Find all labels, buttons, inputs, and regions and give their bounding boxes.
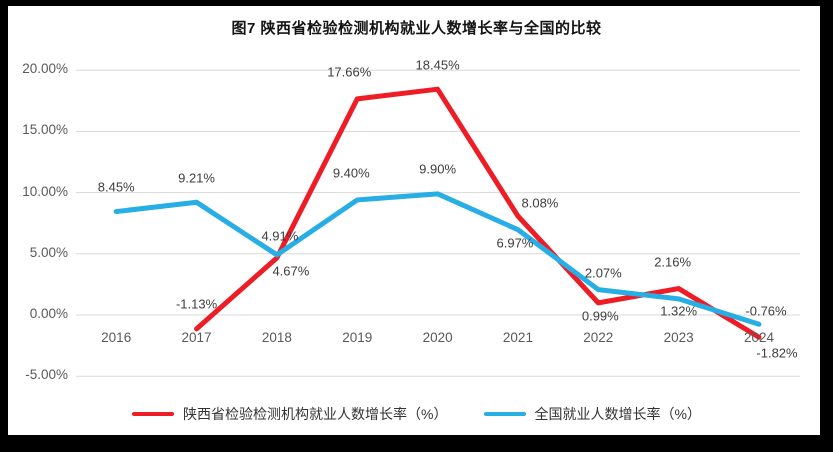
legend-label-national: 全国就业人数增长率（%） xyxy=(534,406,701,422)
data-label: 2.07% xyxy=(584,265,622,281)
data-label: -1.13% xyxy=(175,296,218,312)
legend-item-national: 全国就业人数增长率（%） xyxy=(483,404,701,424)
x-axis-tick-label: 2022 xyxy=(583,330,614,345)
y-axis-tick-label: 5.00% xyxy=(29,244,68,260)
chart-title: 图7 陕西省检验检测机构就业人数增长率与全国的比较 xyxy=(231,20,602,37)
x-axis-tick-label: 2016 xyxy=(101,330,132,345)
data-label: 9.40% xyxy=(332,165,370,181)
x-axis-tick-label: 2018 xyxy=(261,330,292,345)
x-axis-tick-label: 2017 xyxy=(181,330,212,345)
data-label: 9.90% xyxy=(419,161,457,177)
y-axis-tick-label: 15.00% xyxy=(22,122,68,138)
data-label: 9.21% xyxy=(178,170,215,186)
data-label: 8.45% xyxy=(97,179,135,195)
y-axis-tick-label: 10.00% xyxy=(22,183,68,199)
y-axis-tick-label: 0.00% xyxy=(29,306,68,321)
data-label: -0.76% xyxy=(745,303,787,319)
data-label: 4.91% xyxy=(261,228,299,244)
data-label: 4.67% xyxy=(272,263,310,279)
data-label: 2.16% xyxy=(654,254,692,270)
x-axis-tick-label: 2021 xyxy=(502,330,533,345)
legend-line-swatch-national xyxy=(483,412,526,416)
legend-line-swatch-shaanxi xyxy=(132,412,175,416)
series-line-shaanxi xyxy=(194,86,762,340)
legend: 陕西省检验检测机构就业人数增长率（%） 全国就业人数增长率（%） xyxy=(0,404,833,424)
chart-panel xyxy=(8,6,820,435)
x-axis-tick-label: 2023 xyxy=(663,330,694,345)
legend-label-shaanxi: 陕西省检验检测机构就业人数增长率（%） xyxy=(183,406,448,422)
y-axis-tick-label: 20.00% xyxy=(22,61,68,77)
data-label: 18.45% xyxy=(415,57,460,73)
data-label: -1.82% xyxy=(756,345,798,361)
data-label: 8.08% xyxy=(521,195,559,211)
data-label: 17.66% xyxy=(327,64,372,80)
data-label: 1.32% xyxy=(660,303,698,319)
data-label: 0.99% xyxy=(581,308,619,324)
x-axis-tick-label: 2020 xyxy=(422,330,453,345)
x-axis-tick-label: 2019 xyxy=(342,330,373,345)
y-axis-tick-label: -5.00% xyxy=(25,367,68,383)
series-line-national xyxy=(113,191,762,327)
x-axis-tick-label: 2024 xyxy=(743,330,775,345)
legend-item-shaanxi: 陕西省检验检测机构就业人数增长率（%） xyxy=(132,404,448,424)
data-label: 6.97% xyxy=(496,235,534,251)
